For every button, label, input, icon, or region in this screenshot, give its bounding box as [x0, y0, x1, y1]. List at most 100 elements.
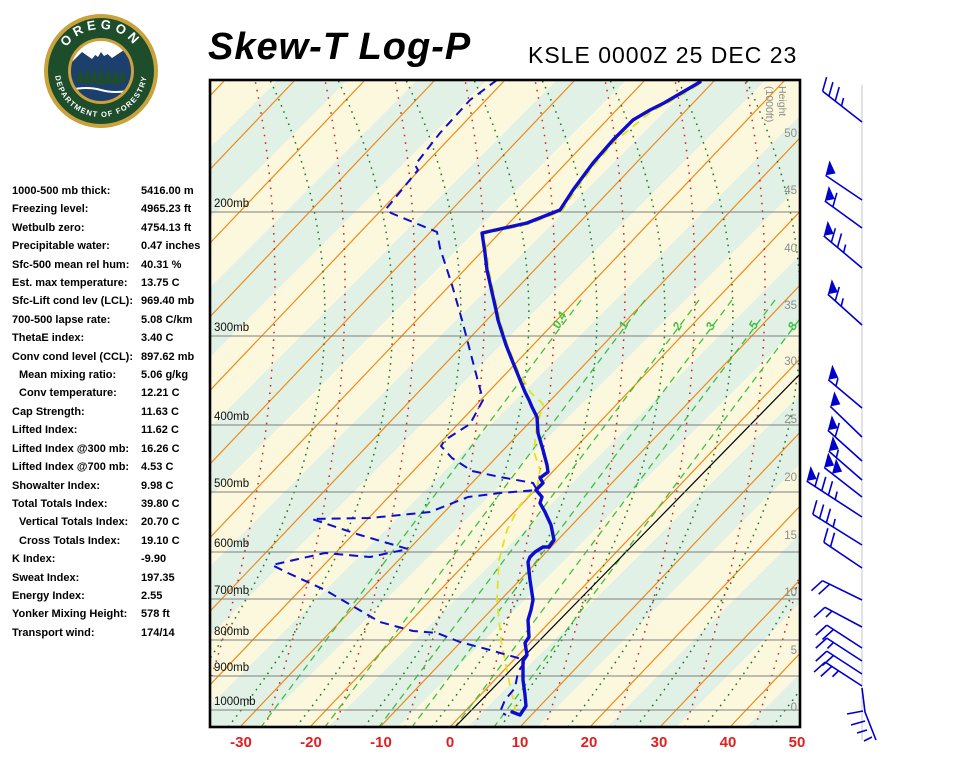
- dry-adiabat-line: [210, 80, 576, 465]
- temp-axis-label: 20: [581, 734, 598, 751]
- stat-label: K Index:: [12, 553, 56, 566]
- red-dotted-moist-adiabat: [264, 80, 346, 727]
- stat-value: 39.80 C: [141, 497, 180, 510]
- barb-full: [815, 637, 828, 649]
- barb-staff: [827, 293, 863, 326]
- stat-value: 3.40 C: [141, 332, 174, 345]
- height-label: 5: [791, 645, 797, 657]
- red-dotted-moist-adiabat: [125, 80, 205, 727]
- stat-value: 969.40 mb: [141, 295, 195, 308]
- stat-value: 16.26 C: [141, 442, 180, 455]
- barb-half: [842, 244, 847, 253]
- barb-full: [863, 736, 873, 742]
- barb-full: [850, 720, 866, 726]
- stat-label: Vertical Totals Index:: [19, 516, 129, 529]
- pressure-label: 700mb: [214, 585, 249, 597]
- black-reference-line: [454, 373, 800, 727]
- red-dotted-moist-adiabat: [474, 80, 556, 727]
- stat-label: Sfc-Lift cond lev (LCL):: [12, 295, 133, 308]
- barb-full: [834, 286, 841, 302]
- stat-value: 11.63 C: [141, 405, 179, 418]
- stat-value: 578 ft: [141, 608, 170, 621]
- wind-barb: [823, 220, 863, 269]
- isotherm-band: [210, 80, 800, 706]
- stat-label: Est. max temperature:: [12, 277, 128, 290]
- sounding-stats-panel: 1000-500 mb thick: 5416.00 m Freezing leve…: [12, 182, 212, 642]
- barb-flag: [828, 436, 839, 452]
- temp-axis-label: 10: [512, 734, 529, 751]
- barb-full: [813, 661, 826, 673]
- barb-full: [830, 228, 837, 243]
- stat-label: Lifted Index @700 mb:: [12, 461, 130, 474]
- green-dotted-line: [840, 80, 960, 727]
- barb-staff: [824, 606, 863, 628]
- odf-logo: OREGON DEPARTMENT OF FORESTRY: [44, 14, 158, 128]
- height-label: 35: [784, 300, 797, 312]
- dewpoint-trace: [271, 80, 538, 716]
- barb-full: [825, 508, 832, 523]
- red-dotted-moist-adiabat: [544, 80, 626, 727]
- green-dotted-line: [908, 80, 960, 727]
- height-label: 10: [784, 587, 797, 599]
- barb-full: [836, 233, 843, 248]
- barb-full: [828, 81, 834, 97]
- barb-full: [821, 628, 835, 641]
- height-label: 0: [791, 702, 797, 714]
- wind-barb: [806, 466, 863, 518]
- sounding-traces: [271, 80, 703, 717]
- stat-value: 174/14: [141, 626, 175, 639]
- wind-barb: [810, 579, 863, 601]
- barb-staff: [806, 480, 863, 518]
- height-label: 15: [784, 530, 797, 542]
- temp-axis-label: 30: [651, 734, 668, 751]
- stat-value: 197.35: [141, 571, 175, 584]
- stat-label: Cross Totals Index:: [19, 534, 121, 547]
- stat-value: 897.62 mb: [141, 350, 195, 363]
- isotherm-band: [0, 80, 208, 727]
- dry-adiabat-line: [210, 80, 436, 318]
- isotherm-band: [258, 185, 800, 727]
- dry-adiabat-line: [799, 726, 800, 727]
- isotherm-band: [467, 394, 800, 727]
- barb-staff: [812, 513, 863, 546]
- stat-row: Lifted Index @700 mb: 4.53 C: [12, 458, 212, 476]
- height-label: 40: [784, 243, 797, 255]
- wind-barb: [827, 415, 863, 462]
- stat-row: Vertical Totals Index: 20.70 C: [12, 513, 212, 531]
- barb-half: [831, 670, 840, 678]
- pressure-label: 300mb: [214, 322, 249, 334]
- logo-landscape: [70, 40, 132, 102]
- wind-barb: [828, 436, 863, 481]
- barb-full: [856, 729, 868, 734]
- barb-full: [827, 480, 834, 496]
- barb-full: [829, 532, 836, 547]
- dry-adiabat-line: [309, 210, 800, 727]
- barb-full: [810, 580, 823, 592]
- station-datetime: KSLE 0000Z 25 DEC 23: [528, 42, 798, 68]
- barb-full: [812, 500, 818, 515]
- stat-row: Precipitable water: 0.47 inches: [12, 237, 212, 255]
- stat-row: K Index: -9.90: [12, 550, 212, 568]
- mixing-ratio-line: [411, 299, 733, 727]
- dry-adiabat-line: [210, 80, 366, 244]
- barb-full: [818, 583, 831, 595]
- height-label: 20: [784, 472, 797, 484]
- stat-label: Precipitable water:: [12, 240, 110, 253]
- wind-barb: [827, 279, 863, 326]
- dry-adiabat-line: [210, 80, 786, 686]
- barb-staff: [824, 200, 863, 229]
- mixing-ratio-line: [493, 317, 800, 727]
- isotherm-band: [606, 533, 800, 727]
- barb-full: [815, 650, 828, 662]
- chart-border: [208, 78, 802, 729]
- temp-axis-label: 40: [720, 734, 737, 751]
- stat-row: ThetaE index: 3.40 C: [12, 329, 212, 347]
- red-dotted-moist-adiabat: [614, 80, 696, 727]
- page-title: Skew-T Log-P: [208, 26, 472, 68]
- barb-staff: [827, 429, 863, 462]
- barb-flag: [824, 452, 835, 468]
- stat-value: -9.90: [141, 553, 167, 566]
- stat-value: 5.06 g/kg: [141, 369, 189, 382]
- stat-value: 12.21 C: [141, 387, 180, 400]
- barb-full: [823, 528, 829, 543]
